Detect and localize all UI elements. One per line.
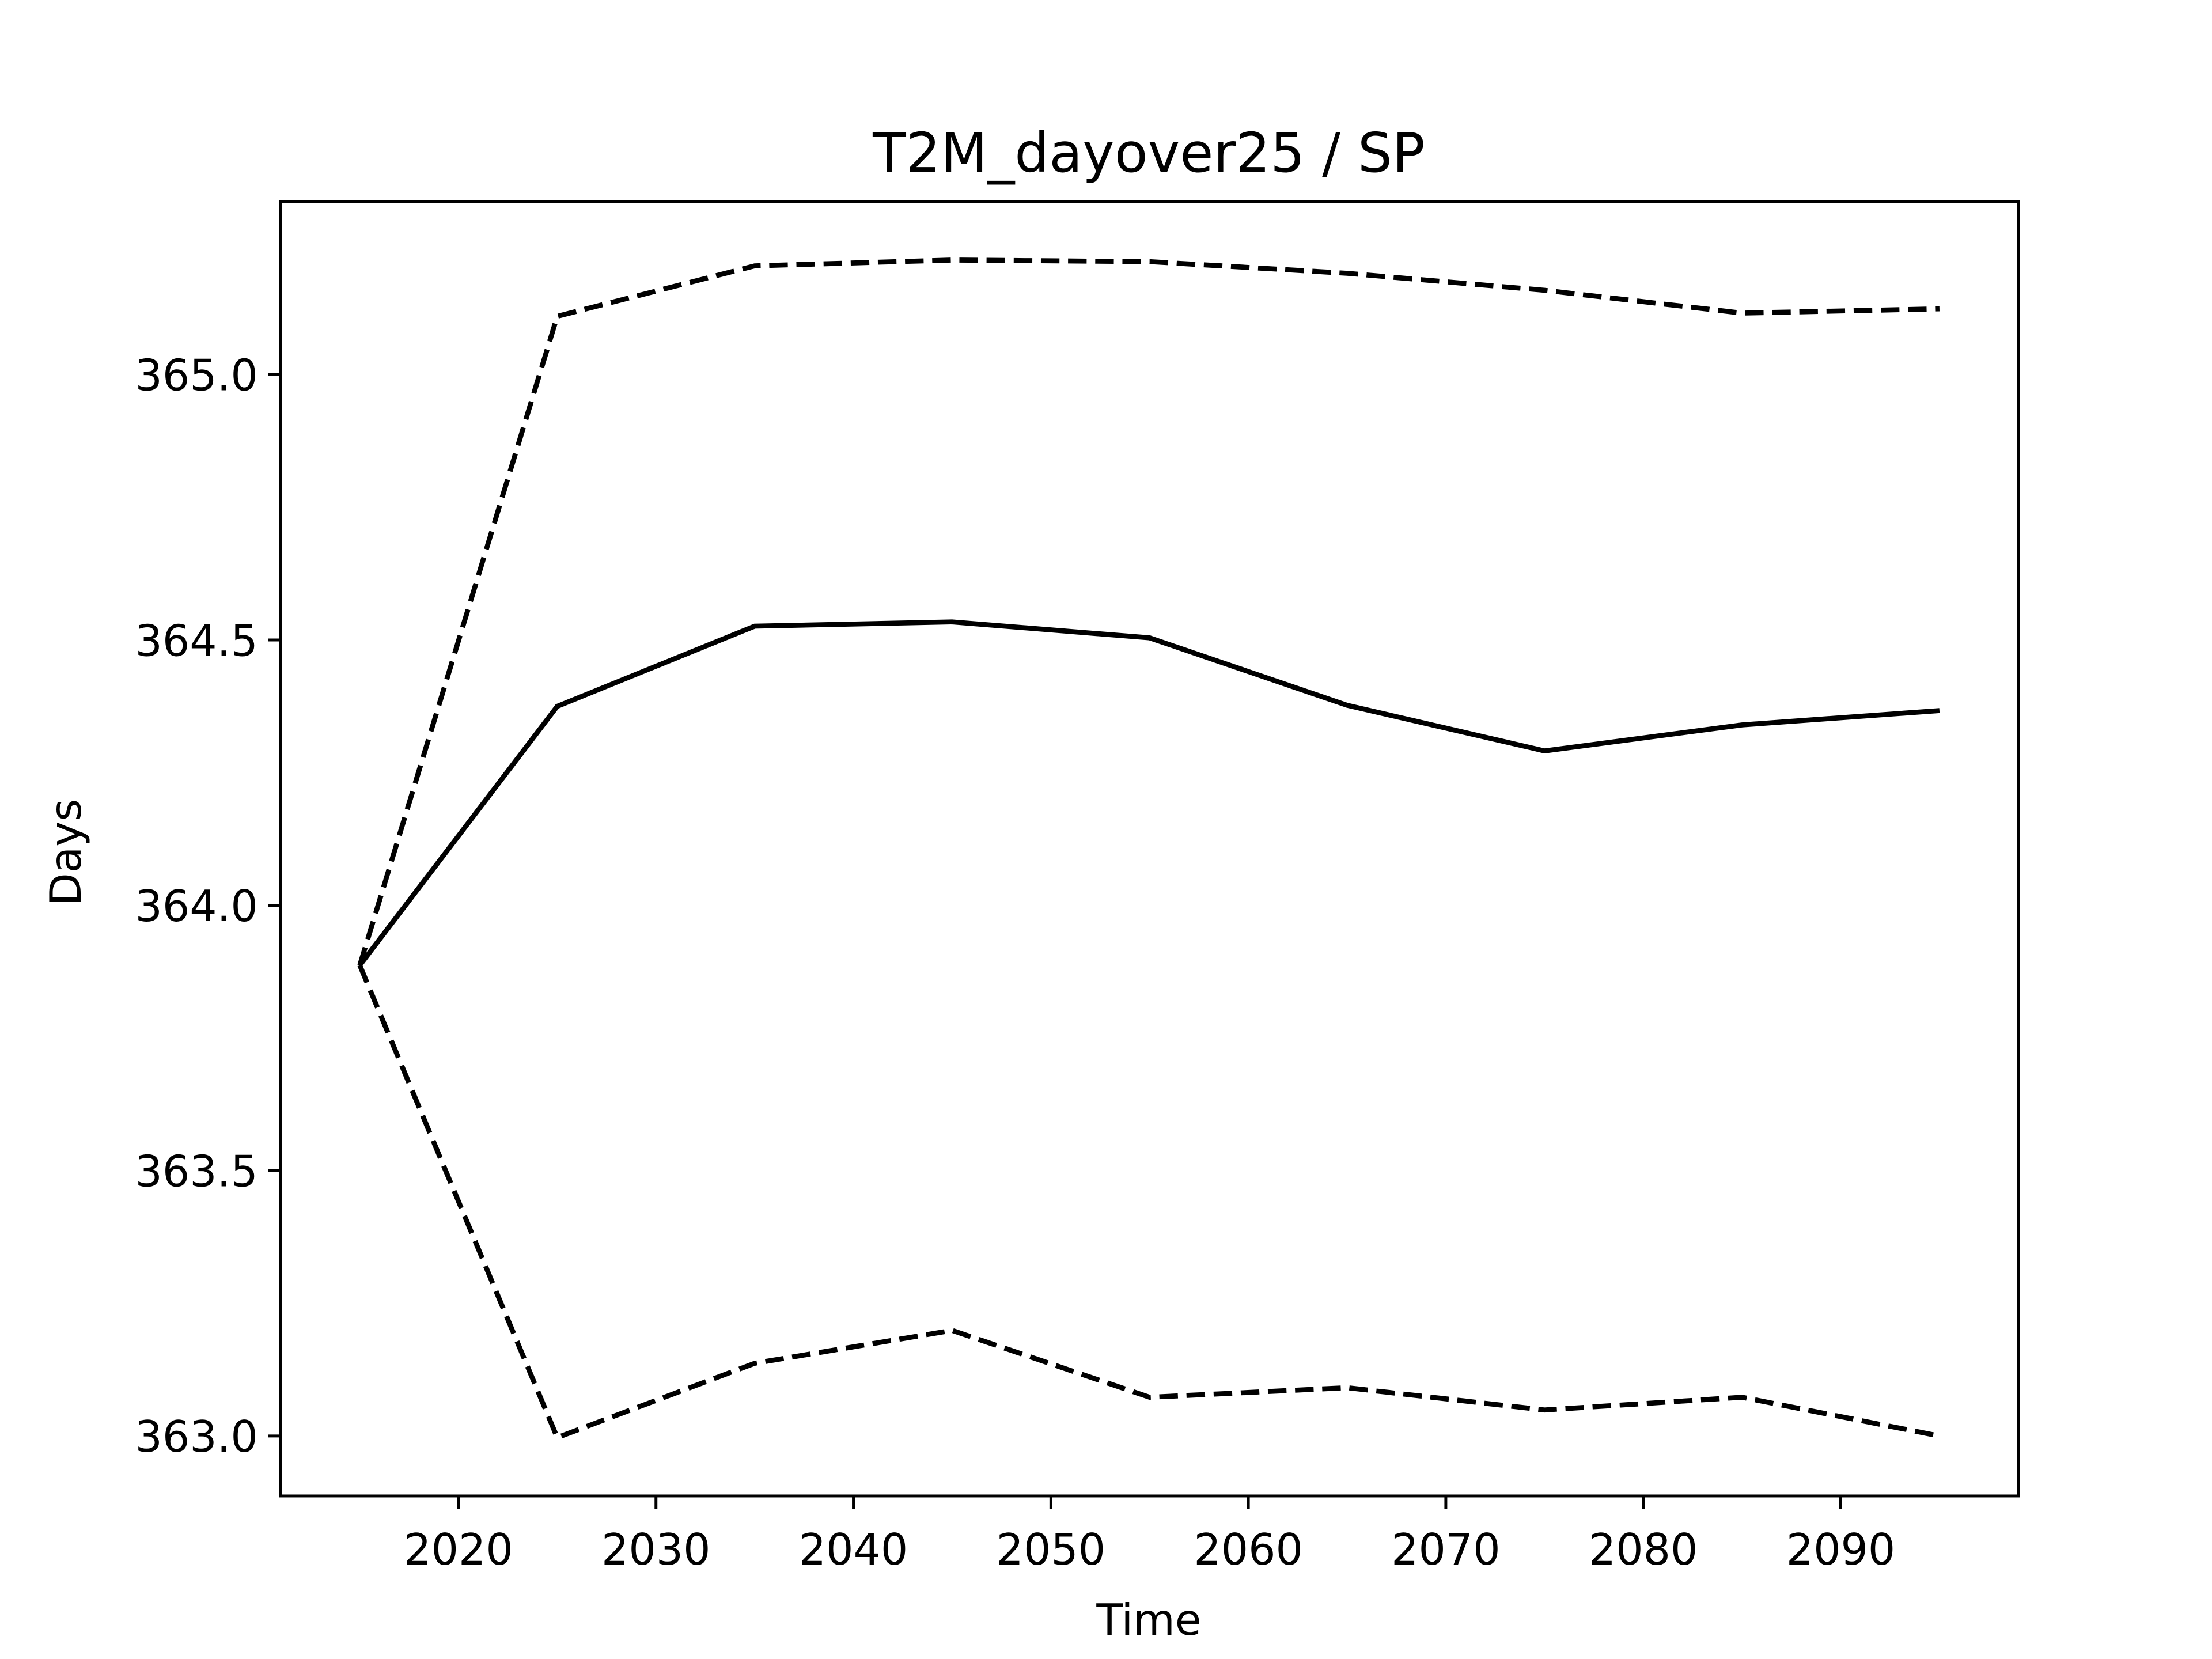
y-tick-label: 365.0 xyxy=(135,351,258,401)
x-tick-label: 2040 xyxy=(799,1525,908,1575)
x-tick-label: 2050 xyxy=(997,1525,1106,1575)
y-tick-label: 364.5 xyxy=(135,616,258,666)
y-tick-label: 363.5 xyxy=(135,1147,258,1197)
chart-title: T2M_dayover25 / SP xyxy=(872,122,1425,185)
x-tick-label: 2080 xyxy=(1589,1525,1698,1575)
x-tick-label: 2020 xyxy=(404,1525,513,1575)
y-axis-label: Days xyxy=(41,799,91,906)
x-tick-label: 2030 xyxy=(601,1525,711,1575)
data-line xyxy=(357,964,1940,1441)
data-line xyxy=(358,619,1940,967)
x-tick-label: 2060 xyxy=(1194,1525,1303,1575)
plot-frame xyxy=(279,200,2020,1498)
x-axis-label: Time xyxy=(1096,1595,1201,1645)
y-tick-label: 364.0 xyxy=(135,881,258,931)
x-tick-label: 2070 xyxy=(1391,1525,1501,1575)
data-line xyxy=(357,257,1940,966)
x-tick-label: 2090 xyxy=(1786,1525,1896,1575)
y-tick-label: 363.0 xyxy=(135,1412,258,1462)
